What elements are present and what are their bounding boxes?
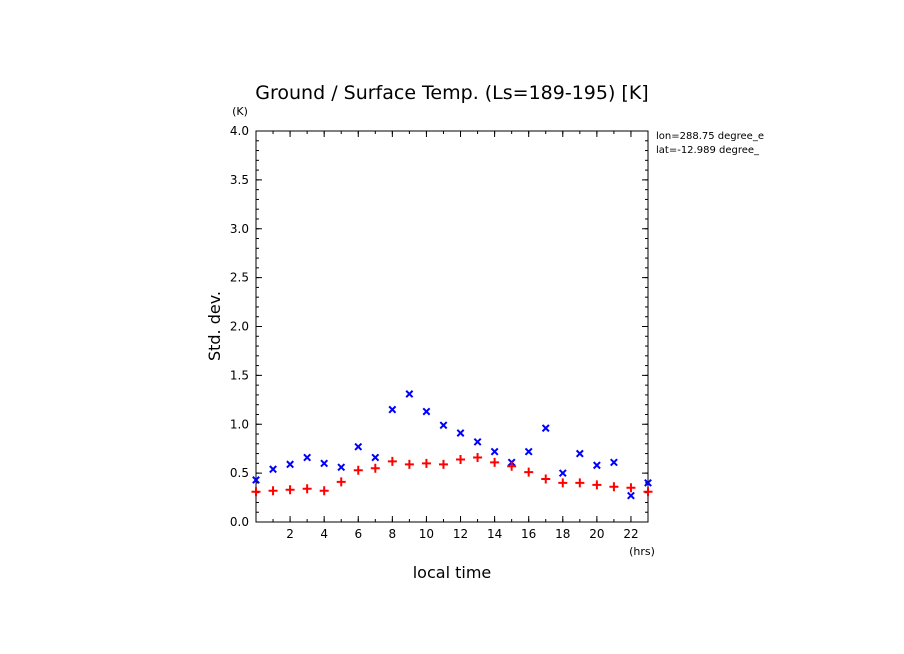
plot-frame [255,130,649,523]
data-point [456,454,466,464]
data-point [251,487,261,497]
data-point [490,447,499,456]
data-point [609,482,619,492]
data-point [626,483,636,493]
x-tick-label: 2 [286,527,294,541]
x-tick-label: 14 [487,527,502,541]
data-point [456,429,465,437]
data-point [388,405,397,414]
data-point [438,459,448,469]
y-tick-label: 1.5 [230,368,249,382]
data-point [302,484,312,494]
data-point [524,467,534,477]
y-tick-label: 3.0 [230,222,249,236]
data-point [541,474,551,484]
x-tick-label: 16 [521,527,536,541]
data-point [353,465,363,475]
x-tick-label: 6 [354,527,362,541]
x-unit-label: (hrs) [629,545,655,558]
annotation-lon: lon=288.75 degree_e [656,131,764,142]
y-tick-label: 2.0 [230,320,249,334]
data-point [320,459,329,468]
y-axis-label: Std. dev. [205,291,224,361]
data-point [524,447,533,456]
data-point [268,486,278,496]
y-tick-label: 0.5 [230,466,249,480]
data-point [575,478,585,488]
data-point [421,458,431,468]
x-tick-label: 8 [389,527,397,541]
data-point [439,421,448,430]
data-point [336,477,346,487]
data-point [269,465,277,474]
data-point [303,453,312,462]
data-point [644,478,652,487]
data-point [541,424,550,433]
data-point [354,442,363,451]
data-point [387,456,397,466]
axis-ticks: 0.0 0.5 1.0 1.5 2.0 2.5 3.0 3.5 4.0 2 4 6 8 10 12 14 16 1… [230,124,648,541]
x-tick-label: 18 [555,527,570,541]
data-point [404,459,414,469]
data-point [643,487,653,497]
y-tick-label: 3.5 [230,173,249,187]
data-point [558,469,567,478]
data-point [319,486,329,496]
data-point [558,478,568,488]
y-tick-label: 1.0 [230,417,249,431]
data-point [422,407,431,416]
y-unit-label: (K) [232,105,248,118]
y-tick-label: 4.0 [230,124,249,138]
data-point [507,461,517,471]
x-tick-label: 22 [623,527,638,541]
data-marks [251,390,653,500]
data-point [252,476,260,484]
series-0 [252,390,652,500]
x-tick-label: 12 [453,527,468,541]
chart-title: Ground / Surface Temp. (Ls=189-195) [K] [255,82,648,104]
data-point [286,460,294,469]
data-point [592,480,602,490]
data-point [490,457,500,467]
data-point [370,463,380,473]
data-point [285,485,295,495]
annotation-lat: lat=-12.989 degree_ [656,145,760,156]
x-tick-label: 20 [589,527,604,541]
data-point [575,449,584,458]
y-tick-label: 0.0 [230,515,249,529]
data-point [610,458,618,467]
data-point [627,491,635,500]
y-tick-label: 2.5 [230,271,249,285]
x-tick-label: 10 [419,527,434,541]
data-point [592,461,601,470]
data-point [473,437,482,446]
x-axis-label: local time [413,563,492,582]
series-1 [251,452,653,497]
data-point [405,390,414,398]
data-point [337,463,346,472]
data-point [473,452,483,462]
data-point [371,453,380,462]
x-tick-label: 4 [320,527,328,541]
